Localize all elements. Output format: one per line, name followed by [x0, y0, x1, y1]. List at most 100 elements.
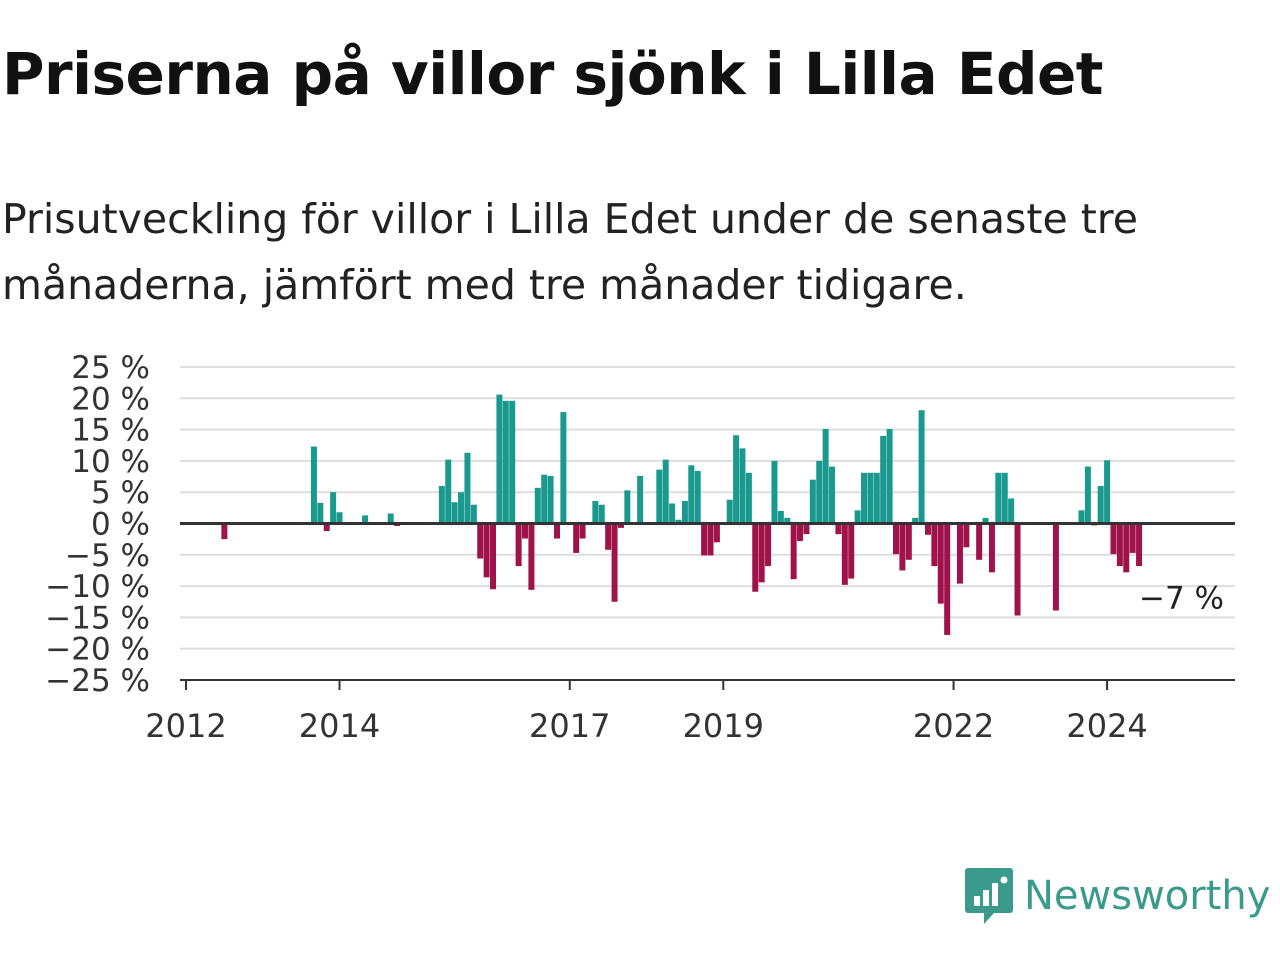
bar: [560, 412, 567, 524]
bar: [797, 523, 804, 542]
bar: [515, 523, 522, 567]
bar: [656, 469, 663, 524]
bar: [387, 513, 394, 524]
x-tick-label: 2012: [145, 707, 226, 745]
y-tick-label: −5 %: [65, 538, 150, 574]
bar: [803, 523, 810, 535]
newsworthy-logo-icon: [965, 868, 1013, 924]
bar: [854, 510, 861, 524]
bar: [458, 492, 465, 524]
bar: [438, 485, 445, 524]
bar: [579, 523, 586, 539]
bar: [528, 523, 535, 590]
bar: [669, 503, 676, 524]
bar: [848, 523, 855, 579]
bar: [758, 523, 765, 583]
bar: [829, 466, 836, 524]
bar: [1116, 523, 1123, 567]
y-tick-label: 15 %: [71, 413, 150, 449]
bar: [886, 428, 893, 524]
bar: [1078, 510, 1085, 524]
bar: [477, 523, 484, 559]
bar: [822, 428, 829, 524]
x-tick-label: 2019: [683, 707, 764, 745]
bar: [1084, 466, 1091, 524]
bar: [592, 500, 599, 524]
y-tick-label: 5 %: [91, 475, 150, 511]
x-axis-ticks: 2012 2014 2017 2019 2022 2024: [145, 680, 1148, 745]
bar: [701, 523, 708, 556]
bar: [873, 472, 880, 524]
y-tick-label: −15 %: [45, 600, 150, 636]
bar: [924, 523, 931, 535]
y-tick-label: 0 %: [91, 507, 150, 543]
newsworthy-logo[interactable]: Newsworthy: [964, 864, 1270, 928]
bar: [707, 523, 714, 556]
bar: [816, 460, 823, 524]
bars: [221, 394, 1143, 635]
bar: [713, 523, 720, 543]
bar: [317, 502, 324, 524]
y-tick-label: −20 %: [45, 632, 150, 668]
y-tick-label: 25 %: [71, 350, 150, 386]
bar: [573, 523, 580, 553]
bar: [976, 523, 983, 560]
bar: [1052, 523, 1059, 611]
bar: [1008, 498, 1015, 524]
bar: [509, 400, 516, 524]
bar: [790, 523, 797, 580]
newsworthy-logo-text: Newsworthy: [1024, 873, 1271, 919]
bar: [681, 500, 688, 524]
bar: [956, 523, 963, 584]
bar-chart: 25 %20 %15 %10 %5 %0 %−5 %−10 %−15 %−20 …: [45, 350, 1235, 745]
bar: [617, 523, 624, 528]
bar: [1097, 485, 1104, 524]
bar: [931, 523, 938, 567]
bar: [867, 472, 874, 524]
bar: [541, 474, 548, 524]
chart-title: Priserna på villor sjönk i Lilla Edet: [2, 40, 1104, 108]
bar: [1001, 472, 1008, 524]
bar: [362, 515, 369, 524]
y-tick-label: 20 %: [71, 381, 150, 417]
bar: [451, 502, 458, 524]
x-tick-label: 2017: [529, 707, 610, 745]
bar: [534, 487, 541, 524]
chart-subtitle: Prisutveckling för villor i Lilla Edet u…: [2, 195, 1138, 309]
bar: [675, 519, 682, 524]
y-tick-label: 10 %: [71, 444, 150, 480]
bar: [336, 512, 343, 524]
bar: [310, 446, 317, 524]
bar: [880, 435, 887, 524]
bar: [918, 410, 925, 524]
bar: [688, 465, 695, 524]
bar: [483, 523, 490, 578]
bar: [733, 435, 740, 524]
bar: [553, 523, 560, 539]
bar: [1014, 523, 1021, 616]
bar: [1110, 523, 1117, 555]
bar: [522, 523, 529, 539]
bar: [995, 472, 1002, 524]
x-tick-label: 2014: [299, 707, 380, 745]
bar: [637, 475, 644, 524]
bar: [445, 459, 452, 524]
bar: [861, 472, 868, 524]
bar: [726, 499, 733, 524]
bar: [694, 470, 701, 524]
bar: [912, 517, 919, 524]
bar: [1104, 460, 1111, 524]
bar: [464, 452, 471, 524]
y-tick-label: −10 %: [45, 569, 150, 605]
bar: [937, 523, 944, 604]
bar: [496, 394, 503, 524]
bar: [771, 460, 778, 524]
bar: [323, 523, 330, 532]
bar: [490, 523, 497, 590]
bar: [1136, 523, 1143, 567]
bar: [841, 523, 848, 585]
bar: [784, 517, 791, 524]
bar: [988, 523, 995, 573]
bar: [330, 492, 337, 524]
bar: [905, 523, 912, 560]
